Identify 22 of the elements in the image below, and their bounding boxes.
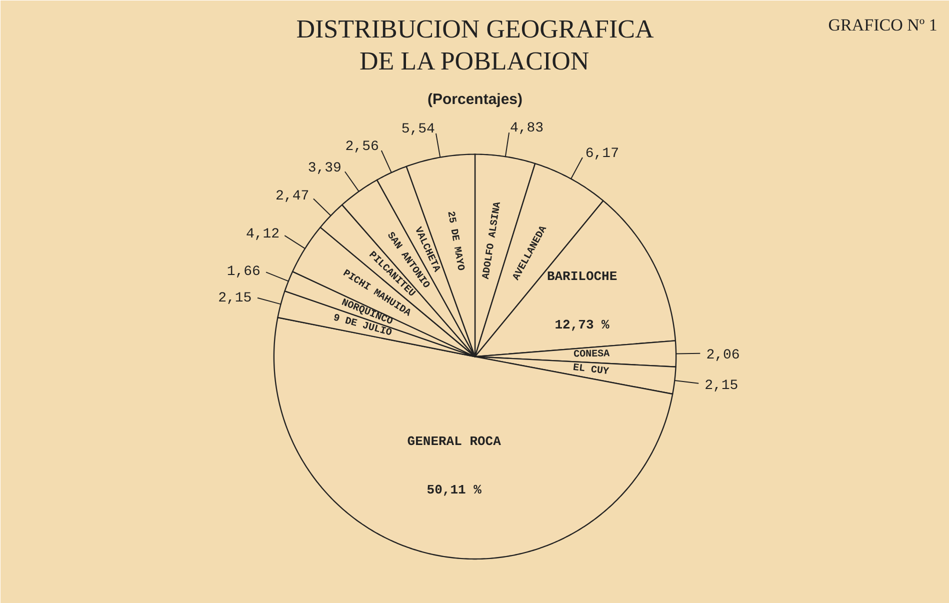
data-label: 5,54 [401,121,435,138]
slice-label: CONESA [574,349,610,361]
data-label: 4,83 [510,120,544,137]
data-label: 1,66 [226,264,260,280]
text: GRAFICO Nº 1 [828,15,938,34]
data-label: 2,06 [706,347,740,364]
slice-label: EL CUY [572,362,610,378]
data-label: 2,15 [218,290,252,306]
data-label: 6,17 [585,146,619,162]
chart-title: DISTRIBUCION GEOGRAFICA DE LA POBLACION [296,14,654,76]
data-label: 3,39 [308,160,342,177]
slice-label: BARILOCHE [546,268,618,284]
slice-label: ADOLFO ALSINA [481,201,504,280]
data-label: 2,15 [704,378,738,394]
slice-label: GENERAL ROCA [407,434,502,450]
chart-subtitle: (Porcentajes) [427,91,523,108]
slice-label: 25 DE MAYO [444,210,466,272]
data-label: 2,56 [345,139,379,155]
data-label: 4,12 [246,226,280,242]
data-label: 2,47 [276,188,310,205]
data-label: 12,73 % [554,317,610,332]
data-label: 50,11 % [426,482,482,498]
